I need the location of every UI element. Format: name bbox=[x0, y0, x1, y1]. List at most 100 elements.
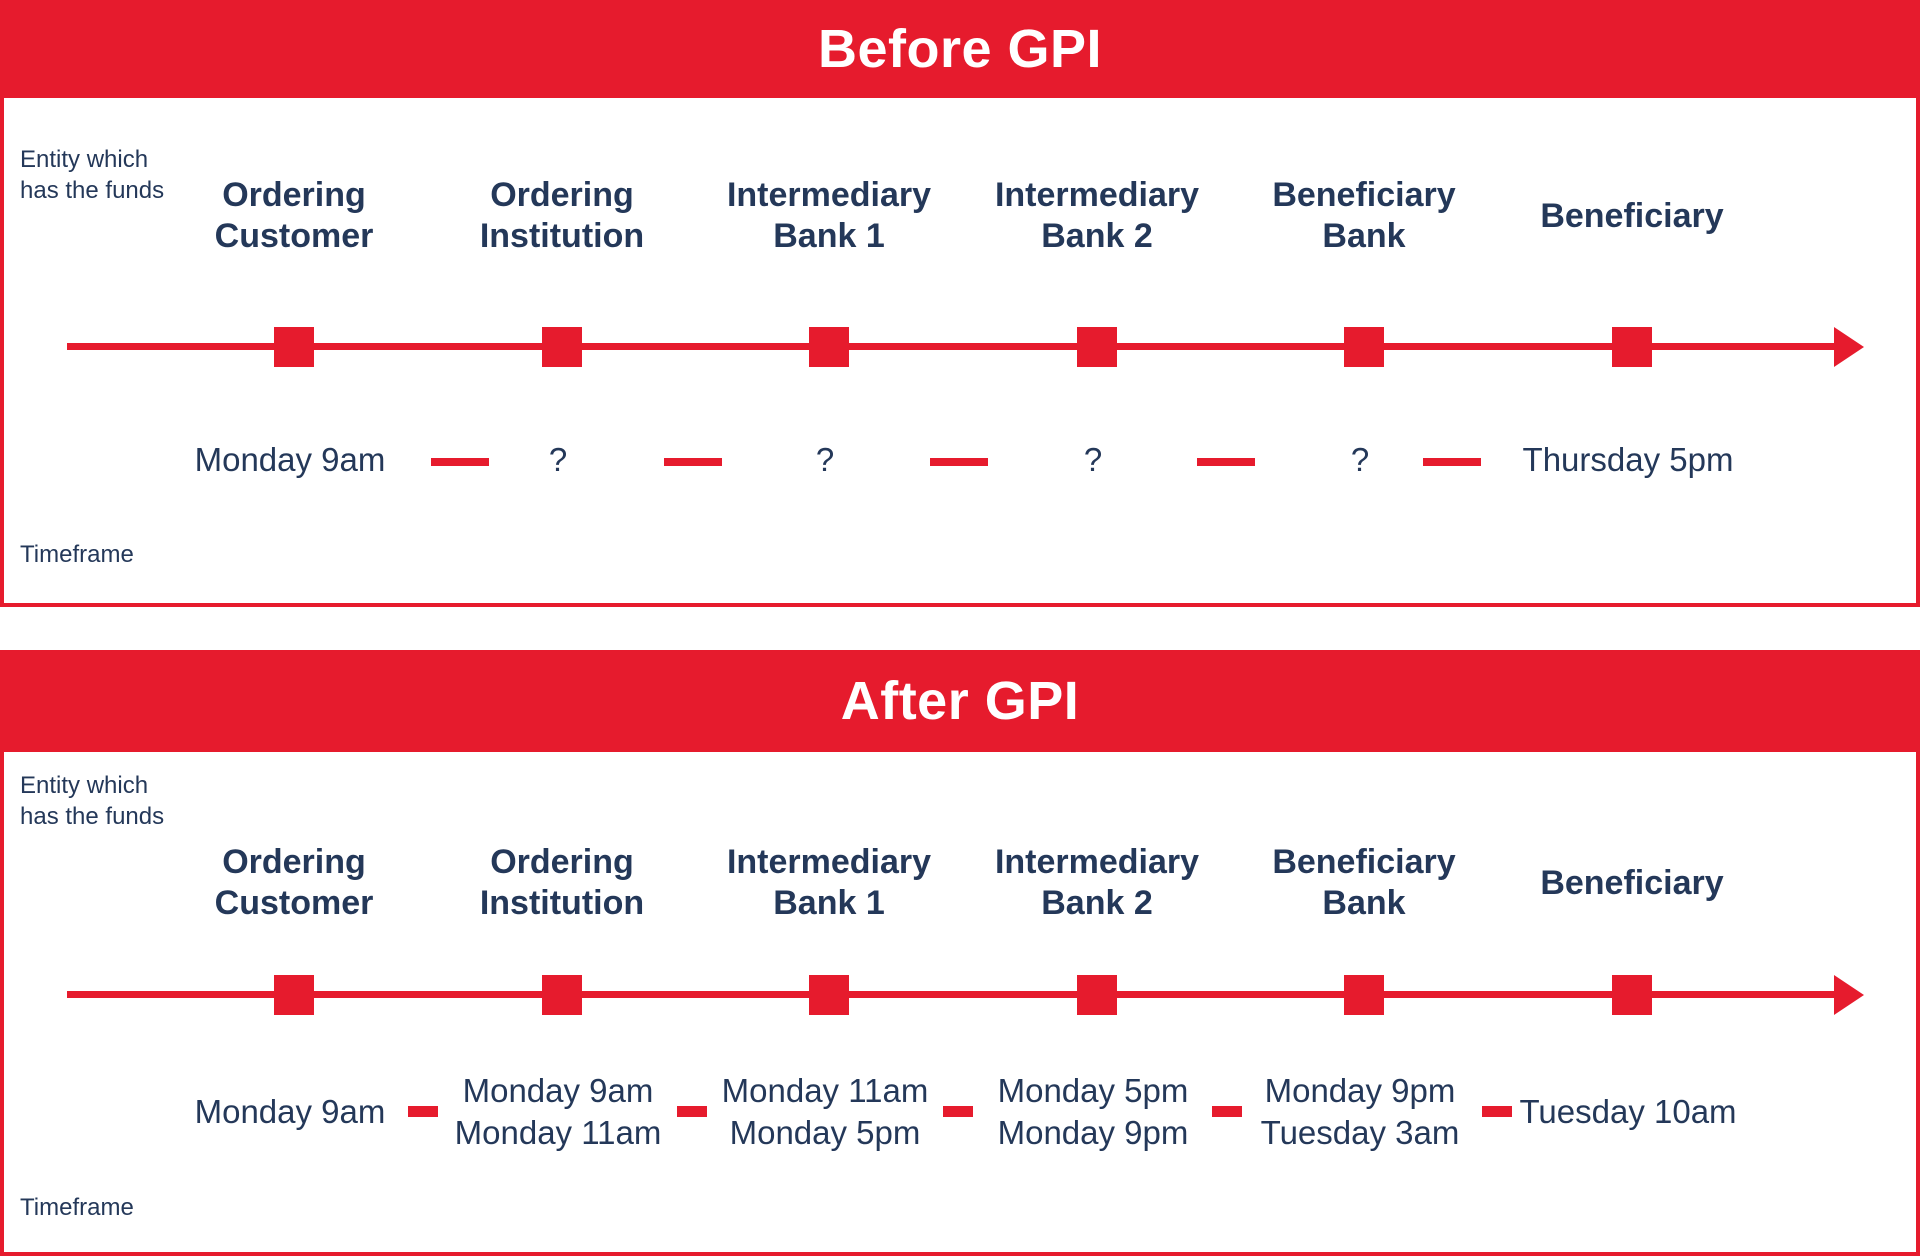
entity-label-beneficiary: Beneficiary bbox=[1502, 838, 1762, 928]
after-gpi-panel: Entity which has the funds Ordering Cust… bbox=[0, 752, 1920, 1256]
entity-line1: Intermediary bbox=[726, 843, 932, 881]
dash-separator bbox=[943, 1106, 973, 1117]
timeline-node bbox=[809, 975, 849, 1015]
timeframe-label: Timeframe bbox=[20, 1194, 134, 1221]
entity-line2: Bank bbox=[1322, 884, 1406, 922]
time-beneficiary: Tuesday 10am bbox=[1488, 1066, 1768, 1158]
timeline-arrowhead bbox=[1834, 975, 1864, 1015]
entity-line2: Institution bbox=[479, 884, 645, 922]
dash-separator bbox=[408, 1106, 438, 1117]
after-gpi-header: After GPI bbox=[0, 650, 1920, 752]
time-ordering-institution: Monday 9am Monday 11am bbox=[418, 1066, 698, 1158]
time-line1: ? bbox=[548, 441, 568, 478]
time-line1: Monday 9am bbox=[194, 441, 386, 478]
entity-label-ordering-customer: Ordering Customer bbox=[164, 838, 424, 928]
entity-line1: Intermediary bbox=[726, 176, 932, 214]
timeline-node bbox=[1612, 975, 1652, 1015]
time-intermediary-bank-1: ? bbox=[685, 436, 965, 484]
entity-note: Entity which has the funds bbox=[20, 770, 164, 832]
entity-line1: Ordering bbox=[222, 843, 366, 881]
timeline-line bbox=[67, 991, 1837, 998]
entity-label-intermediary-bank-2: Intermediary Bank 2 bbox=[967, 171, 1227, 261]
time-line1: Monday 9pm bbox=[1264, 1072, 1456, 1109]
entity-line1: Beneficiary bbox=[1272, 176, 1456, 214]
timeline-node bbox=[1344, 327, 1384, 367]
timeframe-label: Timeframe bbox=[20, 541, 134, 568]
timeline-node bbox=[274, 975, 314, 1015]
dash-separator bbox=[1197, 458, 1255, 466]
time-beneficiary: Thursday 5pm bbox=[1488, 436, 1768, 484]
time-ordering-institution: ? bbox=[418, 436, 698, 484]
time-intermediary-bank-2: Monday 5pm Monday 9pm bbox=[953, 1066, 1233, 1158]
entity-note: Entity which has the funds bbox=[20, 144, 164, 206]
entity-line1: Beneficiary bbox=[1540, 863, 1724, 902]
before-gpi-header: Before GPI bbox=[0, 0, 1920, 98]
before-gpi-title: Before GPI bbox=[817, 19, 1103, 79]
time-line1: ? bbox=[815, 441, 835, 478]
entity-line2: Bank 2 bbox=[1041, 884, 1153, 922]
entity-line1: Beneficiary bbox=[1272, 843, 1456, 881]
timeline-node bbox=[542, 975, 582, 1015]
entity-note-line1: Entity which bbox=[20, 772, 149, 799]
dash-separator bbox=[1482, 1106, 1512, 1117]
entity-line2: Bank 2 bbox=[1041, 217, 1153, 255]
dash-separator bbox=[1423, 458, 1481, 466]
entity-label-intermediary-bank-2: Intermediary Bank 2 bbox=[967, 838, 1227, 928]
entity-line1: Beneficiary bbox=[1540, 196, 1724, 235]
time-line1: Tuesday 10am bbox=[1519, 1093, 1737, 1130]
entity-line1: Ordering bbox=[490, 843, 634, 881]
timeline-node bbox=[1612, 327, 1652, 367]
timeline-arrowhead bbox=[1834, 327, 1864, 367]
time-line2: Monday 5pm bbox=[729, 1114, 921, 1151]
time-line1: ? bbox=[1350, 441, 1370, 478]
after-gpi-title: After GPI bbox=[840, 671, 1080, 731]
entity-line2: Bank 1 bbox=[773, 884, 885, 922]
timeline-node bbox=[1344, 975, 1384, 1015]
time-beneficiary-bank: ? bbox=[1220, 436, 1500, 484]
entity-line2: Bank bbox=[1322, 217, 1406, 255]
dash-separator bbox=[930, 458, 988, 466]
time-ordering-customer: Monday 9am bbox=[150, 1066, 430, 1158]
entity-line1: Intermediary bbox=[994, 843, 1200, 881]
timeline-node bbox=[542, 327, 582, 367]
entity-line1: Ordering bbox=[490, 176, 634, 214]
entity-label-intermediary-bank-1: Intermediary Bank 1 bbox=[699, 171, 959, 261]
time-line2: Monday 11am bbox=[454, 1114, 662, 1151]
entity-label-ordering-institution: Ordering Institution bbox=[432, 171, 692, 261]
time-intermediary-bank-2: ? bbox=[953, 436, 1233, 484]
entity-line2: Customer bbox=[214, 884, 374, 922]
time-line1: Monday 9am bbox=[194, 1093, 386, 1130]
entity-line2: Institution bbox=[479, 217, 645, 255]
time-ordering-customer: Monday 9am bbox=[150, 436, 430, 484]
entity-label-intermediary-bank-1: Intermediary Bank 1 bbox=[699, 838, 959, 928]
time-line1: ? bbox=[1083, 441, 1103, 478]
entity-label-ordering-customer: Ordering Customer bbox=[164, 171, 424, 261]
entity-label-ordering-institution: Ordering Institution bbox=[432, 838, 692, 928]
dash-separator bbox=[431, 458, 489, 466]
dash-separator bbox=[664, 458, 722, 466]
entity-note-line2: has the funds bbox=[20, 177, 165, 204]
time-line1: Monday 5pm bbox=[997, 1072, 1189, 1109]
entity-line2: Bank 1 bbox=[773, 217, 885, 255]
time-beneficiary-bank: Monday 9pm Tuesday 3am bbox=[1220, 1066, 1500, 1158]
timeline-line bbox=[67, 343, 1837, 350]
entity-label-beneficiary: Beneficiary bbox=[1502, 171, 1762, 261]
entity-label-beneficiary-bank: Beneficiary Bank bbox=[1234, 171, 1494, 261]
timeline-node bbox=[809, 327, 849, 367]
before-gpi-panel: Entity which has the funds Ordering Cust… bbox=[0, 98, 1920, 607]
timeline-node bbox=[1077, 975, 1117, 1015]
entity-line1: Ordering bbox=[222, 176, 366, 214]
timeline-node bbox=[1077, 327, 1117, 367]
time-line1: Monday 9am bbox=[462, 1072, 654, 1109]
time-line1: Monday 11am bbox=[721, 1072, 929, 1109]
entity-line2: Customer bbox=[214, 217, 374, 255]
time-line2: Tuesday 3am bbox=[1260, 1114, 1460, 1151]
entity-line1: Intermediary bbox=[994, 176, 1200, 214]
time-intermediary-bank-1: Monday 11am Monday 5pm bbox=[685, 1066, 965, 1158]
entity-label-beneficiary-bank: Beneficiary Bank bbox=[1234, 838, 1494, 928]
timeline-node bbox=[274, 327, 314, 367]
dash-separator bbox=[1212, 1106, 1242, 1117]
dash-separator bbox=[677, 1106, 707, 1117]
time-line1: Thursday 5pm bbox=[1522, 441, 1734, 478]
